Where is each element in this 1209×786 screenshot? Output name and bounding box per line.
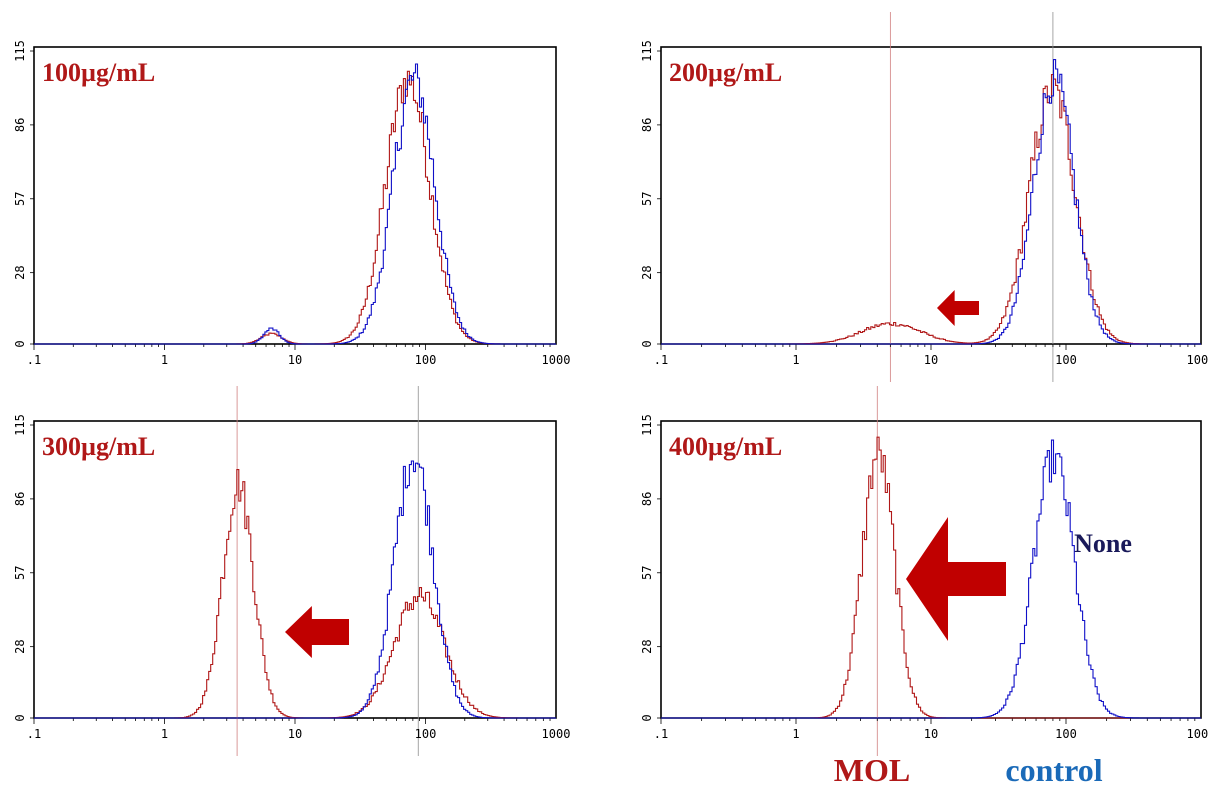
- x-tick-label: 1: [792, 727, 799, 741]
- x-tick-label: 10: [288, 353, 302, 367]
- x-tick-label: 100: [415, 353, 437, 367]
- series-mol-line: [34, 469, 556, 719]
- y-tick-label: 0: [13, 714, 27, 721]
- panel-title: 100µg/mL: [42, 58, 155, 87]
- y-tick-label: 0: [640, 714, 654, 721]
- series-control-line: [661, 59, 1201, 345]
- x-tick-label: 1: [792, 353, 799, 367]
- plot-frame: [33, 420, 557, 719]
- y-tick-label: 28: [13, 639, 27, 653]
- none-annotation: None: [1074, 529, 1132, 558]
- series-mol-line: [661, 74, 1201, 345]
- y-tick-label: 86: [640, 492, 654, 506]
- x-tick-label: 1: [161, 727, 168, 741]
- y-tick-label: 115: [13, 414, 27, 436]
- histogram-panel-4: .1 1 10 100 1000 0 28 57 86 115 400µg/mL: [640, 386, 1209, 756]
- panel-title: 300µg/mL: [42, 432, 155, 461]
- legend-control-label: control: [1005, 752, 1102, 786]
- x-tick-label: 100: [1055, 727, 1077, 741]
- histogram-panel-3: .1 1 10 100 1000 0 28 57 86 115 300µg/mL: [13, 386, 570, 756]
- series-mol-line: [34, 70, 556, 345]
- y-tick-label: 0: [13, 340, 27, 347]
- y-tick-label: 57: [640, 192, 654, 206]
- y-tick-label: 57: [13, 192, 27, 206]
- series-control-line: [661, 439, 1201, 719]
- shift-arrow-icon: [285, 606, 349, 658]
- x-tick-label: .1: [654, 727, 668, 741]
- histogram-panel-1: .1 1 10 100 1000 0 28 57 86 115 100µg/mL: [13, 40, 570, 367]
- x-tick-label: 1000: [1187, 727, 1209, 741]
- x-tick-label: .1: [27, 727, 41, 741]
- y-tick-label: 115: [13, 40, 27, 62]
- x-tick-label: 100: [1055, 353, 1077, 367]
- x-tick-label: 1: [161, 353, 168, 367]
- y-tick-label: 115: [640, 40, 654, 62]
- y-tick-label: 57: [13, 566, 27, 580]
- panel-title: 200µg/mL: [669, 58, 782, 87]
- x-tick-label: 10: [924, 353, 938, 367]
- y-tick-label: 86: [13, 118, 27, 132]
- legend-mol-label: MOL: [834, 752, 910, 786]
- y-tick-label: 0: [640, 340, 654, 347]
- x-tick-label: .1: [27, 353, 41, 367]
- x-tick-label: 10: [924, 727, 938, 741]
- series-control-line: [34, 63, 556, 345]
- x-tick-label: 100: [415, 727, 437, 741]
- x-tick-label: 1000: [542, 727, 571, 741]
- y-tick-label: 86: [640, 118, 654, 132]
- y-tick-label: 57: [640, 566, 654, 580]
- plot-frame: [33, 46, 557, 345]
- panel-title: 400µg/mL: [669, 432, 782, 461]
- histogram-panel-2: .1 1 10 100 1000 0 28 57 86 115 200µg/mL: [640, 12, 1209, 382]
- x-tick-label: 1000: [1187, 353, 1209, 367]
- y-tick-label: 115: [640, 414, 654, 436]
- y-tick-label: 28: [13, 265, 27, 279]
- shift-arrow-icon: [937, 290, 979, 326]
- plot-frame: [660, 46, 1202, 345]
- y-tick-label: 28: [640, 639, 654, 653]
- x-tick-label: 1000: [542, 353, 571, 367]
- y-tick-label: 28: [640, 265, 654, 279]
- shift-arrow-icon: [906, 517, 1006, 641]
- series-control-line: [34, 460, 556, 719]
- y-tick-label: 86: [13, 492, 27, 506]
- x-tick-label: .1: [654, 353, 668, 367]
- x-tick-label: 10: [288, 727, 302, 741]
